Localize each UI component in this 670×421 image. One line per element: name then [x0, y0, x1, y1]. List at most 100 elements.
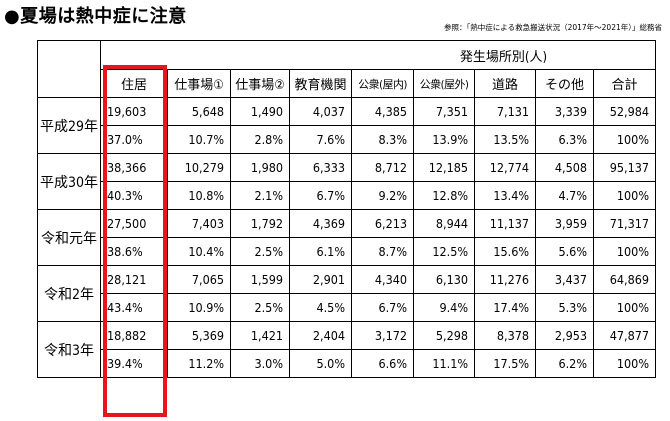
- count-cell: 8,944: [413, 209, 476, 238]
- heatstroke-location-table: 発生場所別(人) 住居 仕事場① 仕事場② 教育機関 公衆(屋内) 公衆(屋外) 道路 その他…: [36, 40, 657, 378]
- percent-cell: 6.3%: [535, 125, 595, 154]
- year-label: 令和3年: [36, 321, 102, 378]
- percent-cell: 4.7%: [535, 181, 595, 210]
- table-row-percents: 38.6% 10.4% 2.5% 6.1% 8.7% 12.5% 15.6% 5.6% 100%: [38, 237, 657, 266]
- count-cell: 95,137: [593, 153, 657, 182]
- count-cell: 7,403: [167, 209, 232, 238]
- percent-cell: 100%: [593, 181, 657, 210]
- percent-cell: 100%: [593, 237, 657, 266]
- count-cell: 52,984: [593, 97, 657, 126]
- percent-cell: 2.5%: [230, 293, 291, 322]
- count-cell: 18,882: [100, 321, 169, 350]
- year-label: 平成29年: [36, 97, 102, 154]
- count-cell: 2,901: [289, 265, 353, 294]
- percent-cell: 6.7%: [351, 293, 415, 322]
- table-row-counts: 平成30年 38,366 10,279 1,980 6,333 8,712 12,185 12…: [36, 153, 657, 210]
- count-cell: 1,980: [230, 153, 291, 182]
- percent-cell: 37.0%: [100, 125, 169, 154]
- percent-cell: 13.5%: [474, 125, 537, 154]
- count-cell: 27,500: [100, 209, 169, 238]
- percent-cell: 15.6%: [474, 237, 537, 266]
- count-cell: 1,490: [230, 97, 291, 126]
- count-cell: 6,333: [289, 153, 353, 182]
- column-header: 道路: [474, 69, 537, 98]
- count-cell: 11,276: [474, 265, 537, 294]
- year-label: 令和元年: [36, 209, 102, 266]
- percent-cell: 5.6%: [535, 237, 595, 266]
- percent-cell: 4.5%: [289, 293, 353, 322]
- table-row-percents: 40.3% 10.8% 2.1% 6.7% 9.2% 12.8% 13.4% 4.7% 100%: [38, 181, 657, 210]
- count-cell: 5,648: [167, 97, 232, 126]
- percent-cell: 40.3%: [100, 181, 169, 210]
- table-row-percents: 39.4% 11.2% 3.0% 5.0% 6.6% 11.1% 17.5% 6.2% 100%: [38, 349, 657, 378]
- count-cell: 2,404: [289, 321, 353, 350]
- percent-cell: 6.6%: [351, 349, 415, 378]
- count-cell: 38,366: [100, 153, 169, 182]
- percent-cell: 17.4%: [474, 293, 537, 322]
- count-cell: 7,131: [474, 97, 537, 126]
- percent-cell: 38.6%: [100, 237, 169, 266]
- percent-cell: 5.0%: [289, 349, 353, 378]
- table-body: 平成29年 19,603 5,648 1,490 4,037 4,385 7,351 7,13…: [36, 97, 657, 378]
- column-header: 仕事場①: [167, 69, 232, 98]
- percent-cell: 10.7%: [167, 125, 232, 154]
- table-row-counts: 令和2年 28,121 7,065 1,599 2,901 4,340 6,130 11,27…: [36, 265, 657, 322]
- percent-cell: 10.4%: [167, 237, 232, 266]
- percent-cell: 13.9%: [413, 125, 476, 154]
- count-cell: 4,037: [289, 97, 353, 126]
- percent-cell: 11.2%: [167, 349, 232, 378]
- column-header: 教育機関: [289, 69, 353, 98]
- year-label: 平成30年: [36, 153, 102, 210]
- count-cell: 2,953: [535, 321, 595, 350]
- count-cell: 3,339: [535, 97, 595, 126]
- percent-cell: 43.4%: [100, 293, 169, 322]
- count-cell: 6,130: [413, 265, 476, 294]
- count-cell: 10,279: [167, 153, 232, 182]
- count-cell: 1,599: [230, 265, 291, 294]
- count-cell: 3,172: [351, 321, 415, 350]
- column-header-row: 住居 仕事場① 仕事場② 教育機関 公衆(屋内) 公衆(屋外) 道路 その他 合計: [38, 69, 657, 98]
- percent-cell: 11.1%: [413, 349, 476, 378]
- count-cell: 4,385: [351, 97, 415, 126]
- count-cell: 7,351: [413, 97, 476, 126]
- column-header: 公衆(屋外): [413, 69, 476, 98]
- percent-cell: 17.5%: [474, 349, 537, 378]
- percent-cell: 100%: [593, 125, 657, 154]
- count-cell: 71,317: [593, 209, 657, 238]
- percent-cell: 6.1%: [289, 237, 353, 266]
- count-cell: 64,869: [593, 265, 657, 294]
- percent-cell: 12.8%: [413, 181, 476, 210]
- percent-cell: 2.5%: [230, 237, 291, 266]
- group-header-row: 発生場所別(人): [36, 40, 657, 98]
- source-note: 参照：「熱中症による救急搬送状況（2017年〜2021年）」総務省: [444, 23, 662, 32]
- percent-cell: 8.3%: [351, 125, 415, 154]
- percent-cell: 10.8%: [167, 181, 232, 210]
- percent-cell: 2.8%: [230, 125, 291, 154]
- table-row-percents: 43.4% 10.9% 2.5% 4.5% 6.7% 9.4% 17.4% 5.3% 100%: [38, 293, 657, 322]
- count-cell: 4,340: [351, 265, 415, 294]
- count-cell: 5,369: [167, 321, 232, 350]
- count-cell: 28,121: [100, 265, 169, 294]
- count-cell: 1,792: [230, 209, 291, 238]
- column-header: その他: [535, 69, 595, 98]
- percent-cell: 100%: [593, 293, 657, 322]
- table-row-percents: 37.0% 10.7% 2.8% 7.6% 8.3% 13.9% 13.5% 6.3% 100%: [38, 125, 657, 154]
- percent-cell: 13.4%: [474, 181, 537, 210]
- count-cell: 8,378: [474, 321, 537, 350]
- table-row-counts: 令和3年 18,882 5,369 1,421 2,404 3,172 5,298 8,378…: [36, 321, 657, 378]
- percent-cell: 7.6%: [289, 125, 353, 154]
- percent-cell: 6.2%: [535, 349, 595, 378]
- count-cell: 12,774: [474, 153, 537, 182]
- count-cell: 19,603: [100, 97, 169, 126]
- count-cell: 1,421: [230, 321, 291, 350]
- table-row-counts: 平成29年 19,603 5,648 1,490 4,037 4,385 7,351 7,13…: [36, 97, 657, 154]
- column-header: 住居: [100, 69, 169, 98]
- column-header: 仕事場②: [230, 69, 291, 98]
- year-label: 令和2年: [36, 265, 102, 322]
- count-cell: 11,137: [474, 209, 537, 238]
- group-header: 発生場所別(人): [100, 40, 657, 70]
- count-cell: 8,712: [351, 153, 415, 182]
- count-cell: 3,437: [535, 265, 595, 294]
- count-cell: 12,185: [413, 153, 476, 182]
